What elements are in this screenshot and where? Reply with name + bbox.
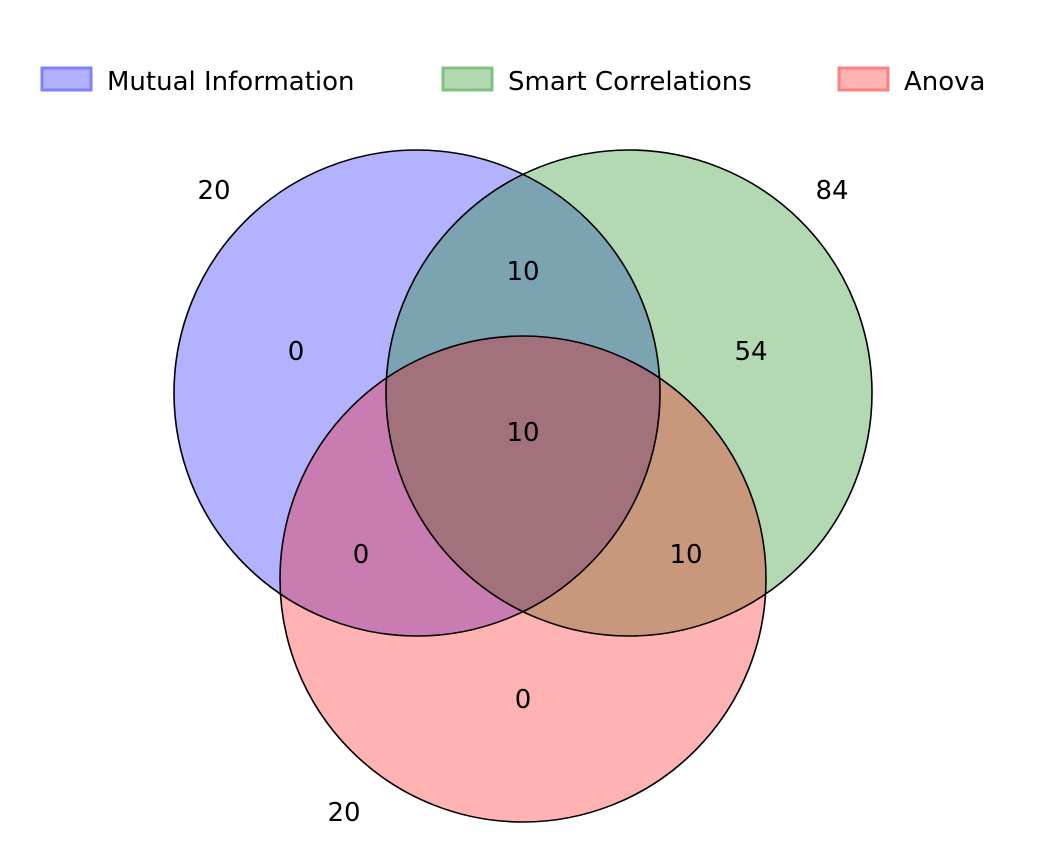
legend-swatch-mutual-information [40, 66, 93, 92]
region-an-only: 0 [515, 685, 532, 715]
set-total-mutual-information: 20 [197, 176, 230, 206]
circle-anova [280, 336, 766, 822]
legend-item-smart-correlations: Smart Correlations [441, 66, 752, 97]
set-total-smart-correlations: 84 [815, 176, 848, 206]
region-mi-sc: 10 [506, 257, 539, 287]
region-sc-an: 10 [669, 540, 702, 570]
outline-anova [279, 335, 767, 823]
outline-smart-correlations [385, 149, 873, 637]
legend-swatch-smart-correlations [441, 66, 494, 92]
region-mi-only: 0 [288, 337, 305, 367]
outline-mutual-information [173, 149, 661, 637]
region-all-three: 10 [506, 418, 539, 448]
legend-swatch-anova [837, 66, 890, 92]
venn-outlines [173, 149, 873, 823]
legend-item-anova: Anova [837, 66, 986, 97]
legend-label-smart-correlations: Smart Correlations [508, 67, 752, 97]
region-mi-an: 0 [353, 540, 370, 570]
legend: Mutual Information Smart Correlations An… [40, 66, 986, 97]
legend-label-mutual-information: Mutual Information [107, 67, 355, 97]
legend-item-mutual-information: Mutual Information [40, 66, 355, 97]
venn-circles [174, 150, 872, 822]
set-total-anova: 20 [327, 798, 360, 828]
region-sc-only: 54 [734, 337, 767, 367]
circle-mutual-information [174, 150, 660, 636]
circle-smart-correlations [386, 150, 872, 636]
legend-label-anova: Anova [904, 67, 986, 97]
